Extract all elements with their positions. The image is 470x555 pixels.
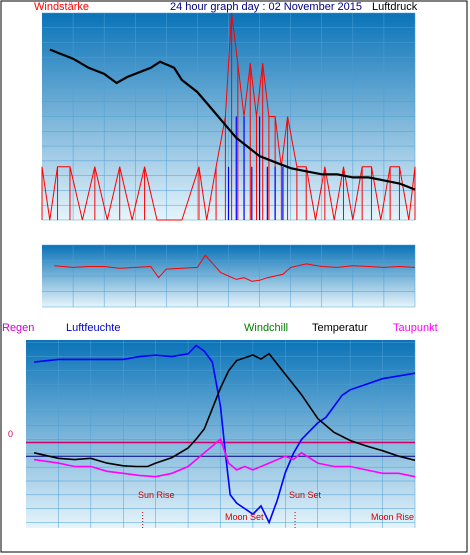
climate-series-line: [33, 352, 416, 468]
legend-temperature: Temperatur: [312, 322, 368, 334]
wind-line: [41, 12, 416, 221]
legend-humidity: Luftfeuchte: [66, 322, 120, 334]
pressure-series: [49, 48, 416, 191]
wind-series: [41, 12, 416, 221]
wind-direction-line: [54, 254, 416, 282]
wind-direction-series: [54, 254, 416, 282]
sun-set-label: Sun Set: [289, 490, 322, 500]
pressure-line: [49, 48, 416, 191]
chart-title: 24 hour graph day : 02 November 2015: [170, 1, 362, 13]
moon-set-label: Moon Set: [225, 512, 264, 522]
legend-windchill: Windchill: [244, 322, 288, 334]
sun-rise-label: Sun Rise: [138, 490, 175, 500]
gust-series: [227, 116, 284, 220]
rain-zero-label: 0: [8, 429, 13, 439]
pressure-axis-title: Luftdruck: [372, 1, 418, 13]
climate-series-line: [34, 344, 416, 525]
climate-series-line: [33, 437, 416, 478]
moon-rise-label: Moon Rise: [371, 512, 414, 522]
legend-rain: Regen: [2, 322, 34, 334]
legend-dewpoint: Taupunkt: [393, 322, 438, 334]
wind-axis-title: Windstärke: [34, 1, 89, 13]
climate-series: [33, 344, 416, 525]
